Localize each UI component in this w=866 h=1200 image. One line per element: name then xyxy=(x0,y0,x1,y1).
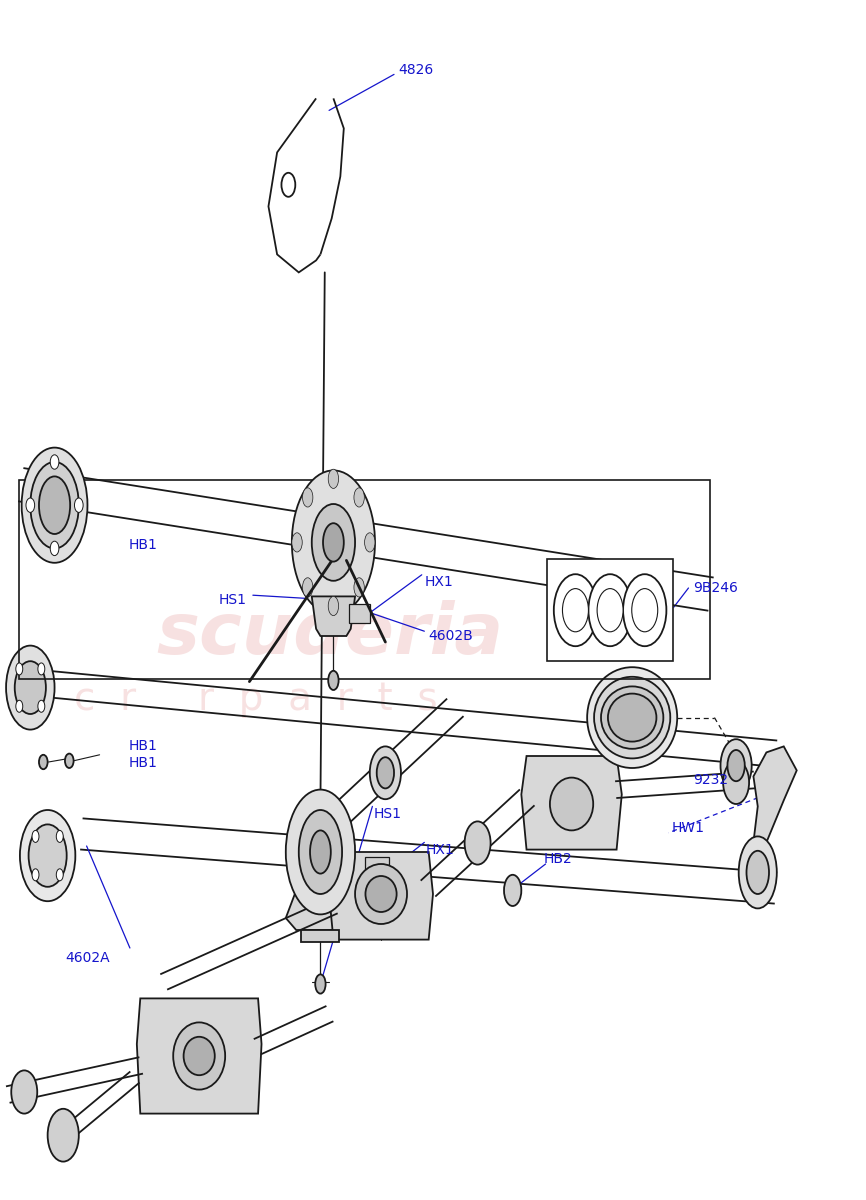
Text: 4602B: 4602B xyxy=(429,629,474,643)
Ellipse shape xyxy=(20,810,75,901)
Ellipse shape xyxy=(587,667,677,768)
Text: HS1: HS1 xyxy=(374,806,402,821)
Ellipse shape xyxy=(74,498,83,512)
Ellipse shape xyxy=(184,1037,215,1075)
Ellipse shape xyxy=(355,864,407,924)
Ellipse shape xyxy=(563,588,589,631)
Text: c  r     r  p  a  r  t  s: c r r p a r t s xyxy=(74,680,437,719)
Text: HW1: HW1 xyxy=(671,821,704,835)
Text: HB1: HB1 xyxy=(128,739,157,754)
Ellipse shape xyxy=(315,974,326,994)
Ellipse shape xyxy=(632,588,658,631)
Ellipse shape xyxy=(56,869,63,881)
Text: HB2: HB2 xyxy=(544,852,572,866)
Ellipse shape xyxy=(32,869,39,881)
Text: 4826: 4826 xyxy=(398,62,434,77)
Ellipse shape xyxy=(32,830,39,842)
Text: HB1: HB1 xyxy=(128,538,157,552)
FancyBboxPatch shape xyxy=(349,604,370,623)
Text: 9232: 9232 xyxy=(693,773,728,787)
Polygon shape xyxy=(286,890,355,930)
Ellipse shape xyxy=(594,677,670,758)
Ellipse shape xyxy=(6,646,55,730)
Ellipse shape xyxy=(310,830,331,874)
Polygon shape xyxy=(301,930,339,942)
Ellipse shape xyxy=(65,754,74,768)
Ellipse shape xyxy=(302,488,313,508)
Ellipse shape xyxy=(328,671,339,690)
Text: 9B246: 9B246 xyxy=(693,581,738,595)
Text: HX1: HX1 xyxy=(426,842,455,857)
Ellipse shape xyxy=(377,757,394,788)
Ellipse shape xyxy=(16,662,23,674)
Ellipse shape xyxy=(365,876,397,912)
Ellipse shape xyxy=(312,504,355,581)
Ellipse shape xyxy=(286,790,355,914)
FancyBboxPatch shape xyxy=(365,857,389,881)
Polygon shape xyxy=(312,596,355,636)
Ellipse shape xyxy=(721,739,752,792)
Ellipse shape xyxy=(39,755,48,769)
Text: 4602A: 4602A xyxy=(65,950,110,965)
Ellipse shape xyxy=(38,662,45,674)
Ellipse shape xyxy=(328,469,339,488)
Ellipse shape xyxy=(608,694,656,742)
Polygon shape xyxy=(137,998,262,1114)
Ellipse shape xyxy=(50,541,59,556)
Ellipse shape xyxy=(299,810,342,894)
FancyBboxPatch shape xyxy=(547,559,673,661)
Ellipse shape xyxy=(56,830,63,842)
Ellipse shape xyxy=(22,448,87,563)
Text: HX1: HX1 xyxy=(424,575,453,589)
Ellipse shape xyxy=(464,821,490,864)
Ellipse shape xyxy=(281,173,295,197)
Text: HB1: HB1 xyxy=(128,756,157,770)
Ellipse shape xyxy=(292,533,302,552)
Ellipse shape xyxy=(550,778,593,830)
Ellipse shape xyxy=(354,488,365,508)
Text: scuderia: scuderia xyxy=(156,600,503,670)
Ellipse shape xyxy=(16,701,23,713)
Polygon shape xyxy=(521,756,622,850)
Ellipse shape xyxy=(30,462,79,548)
Ellipse shape xyxy=(323,523,344,562)
Ellipse shape xyxy=(50,455,59,469)
Ellipse shape xyxy=(292,470,375,614)
Ellipse shape xyxy=(48,1109,79,1162)
Ellipse shape xyxy=(46,533,55,547)
Ellipse shape xyxy=(746,851,769,894)
Ellipse shape xyxy=(11,1070,37,1114)
Ellipse shape xyxy=(15,661,46,714)
Polygon shape xyxy=(329,852,433,940)
Ellipse shape xyxy=(39,476,70,534)
Ellipse shape xyxy=(328,596,339,616)
Ellipse shape xyxy=(173,1022,225,1090)
Ellipse shape xyxy=(589,575,631,646)
Ellipse shape xyxy=(723,761,749,804)
Text: HS1: HS1 xyxy=(218,593,246,607)
Ellipse shape xyxy=(504,875,521,906)
Ellipse shape xyxy=(739,836,777,908)
Ellipse shape xyxy=(38,701,45,713)
Polygon shape xyxy=(753,746,797,842)
Ellipse shape xyxy=(370,746,401,799)
Ellipse shape xyxy=(554,575,598,646)
Ellipse shape xyxy=(598,588,624,631)
Ellipse shape xyxy=(727,750,745,781)
Ellipse shape xyxy=(29,824,67,887)
Ellipse shape xyxy=(354,577,365,596)
Ellipse shape xyxy=(365,533,375,552)
Ellipse shape xyxy=(302,577,313,596)
Ellipse shape xyxy=(624,575,667,646)
Ellipse shape xyxy=(26,498,35,512)
Ellipse shape xyxy=(601,686,663,749)
